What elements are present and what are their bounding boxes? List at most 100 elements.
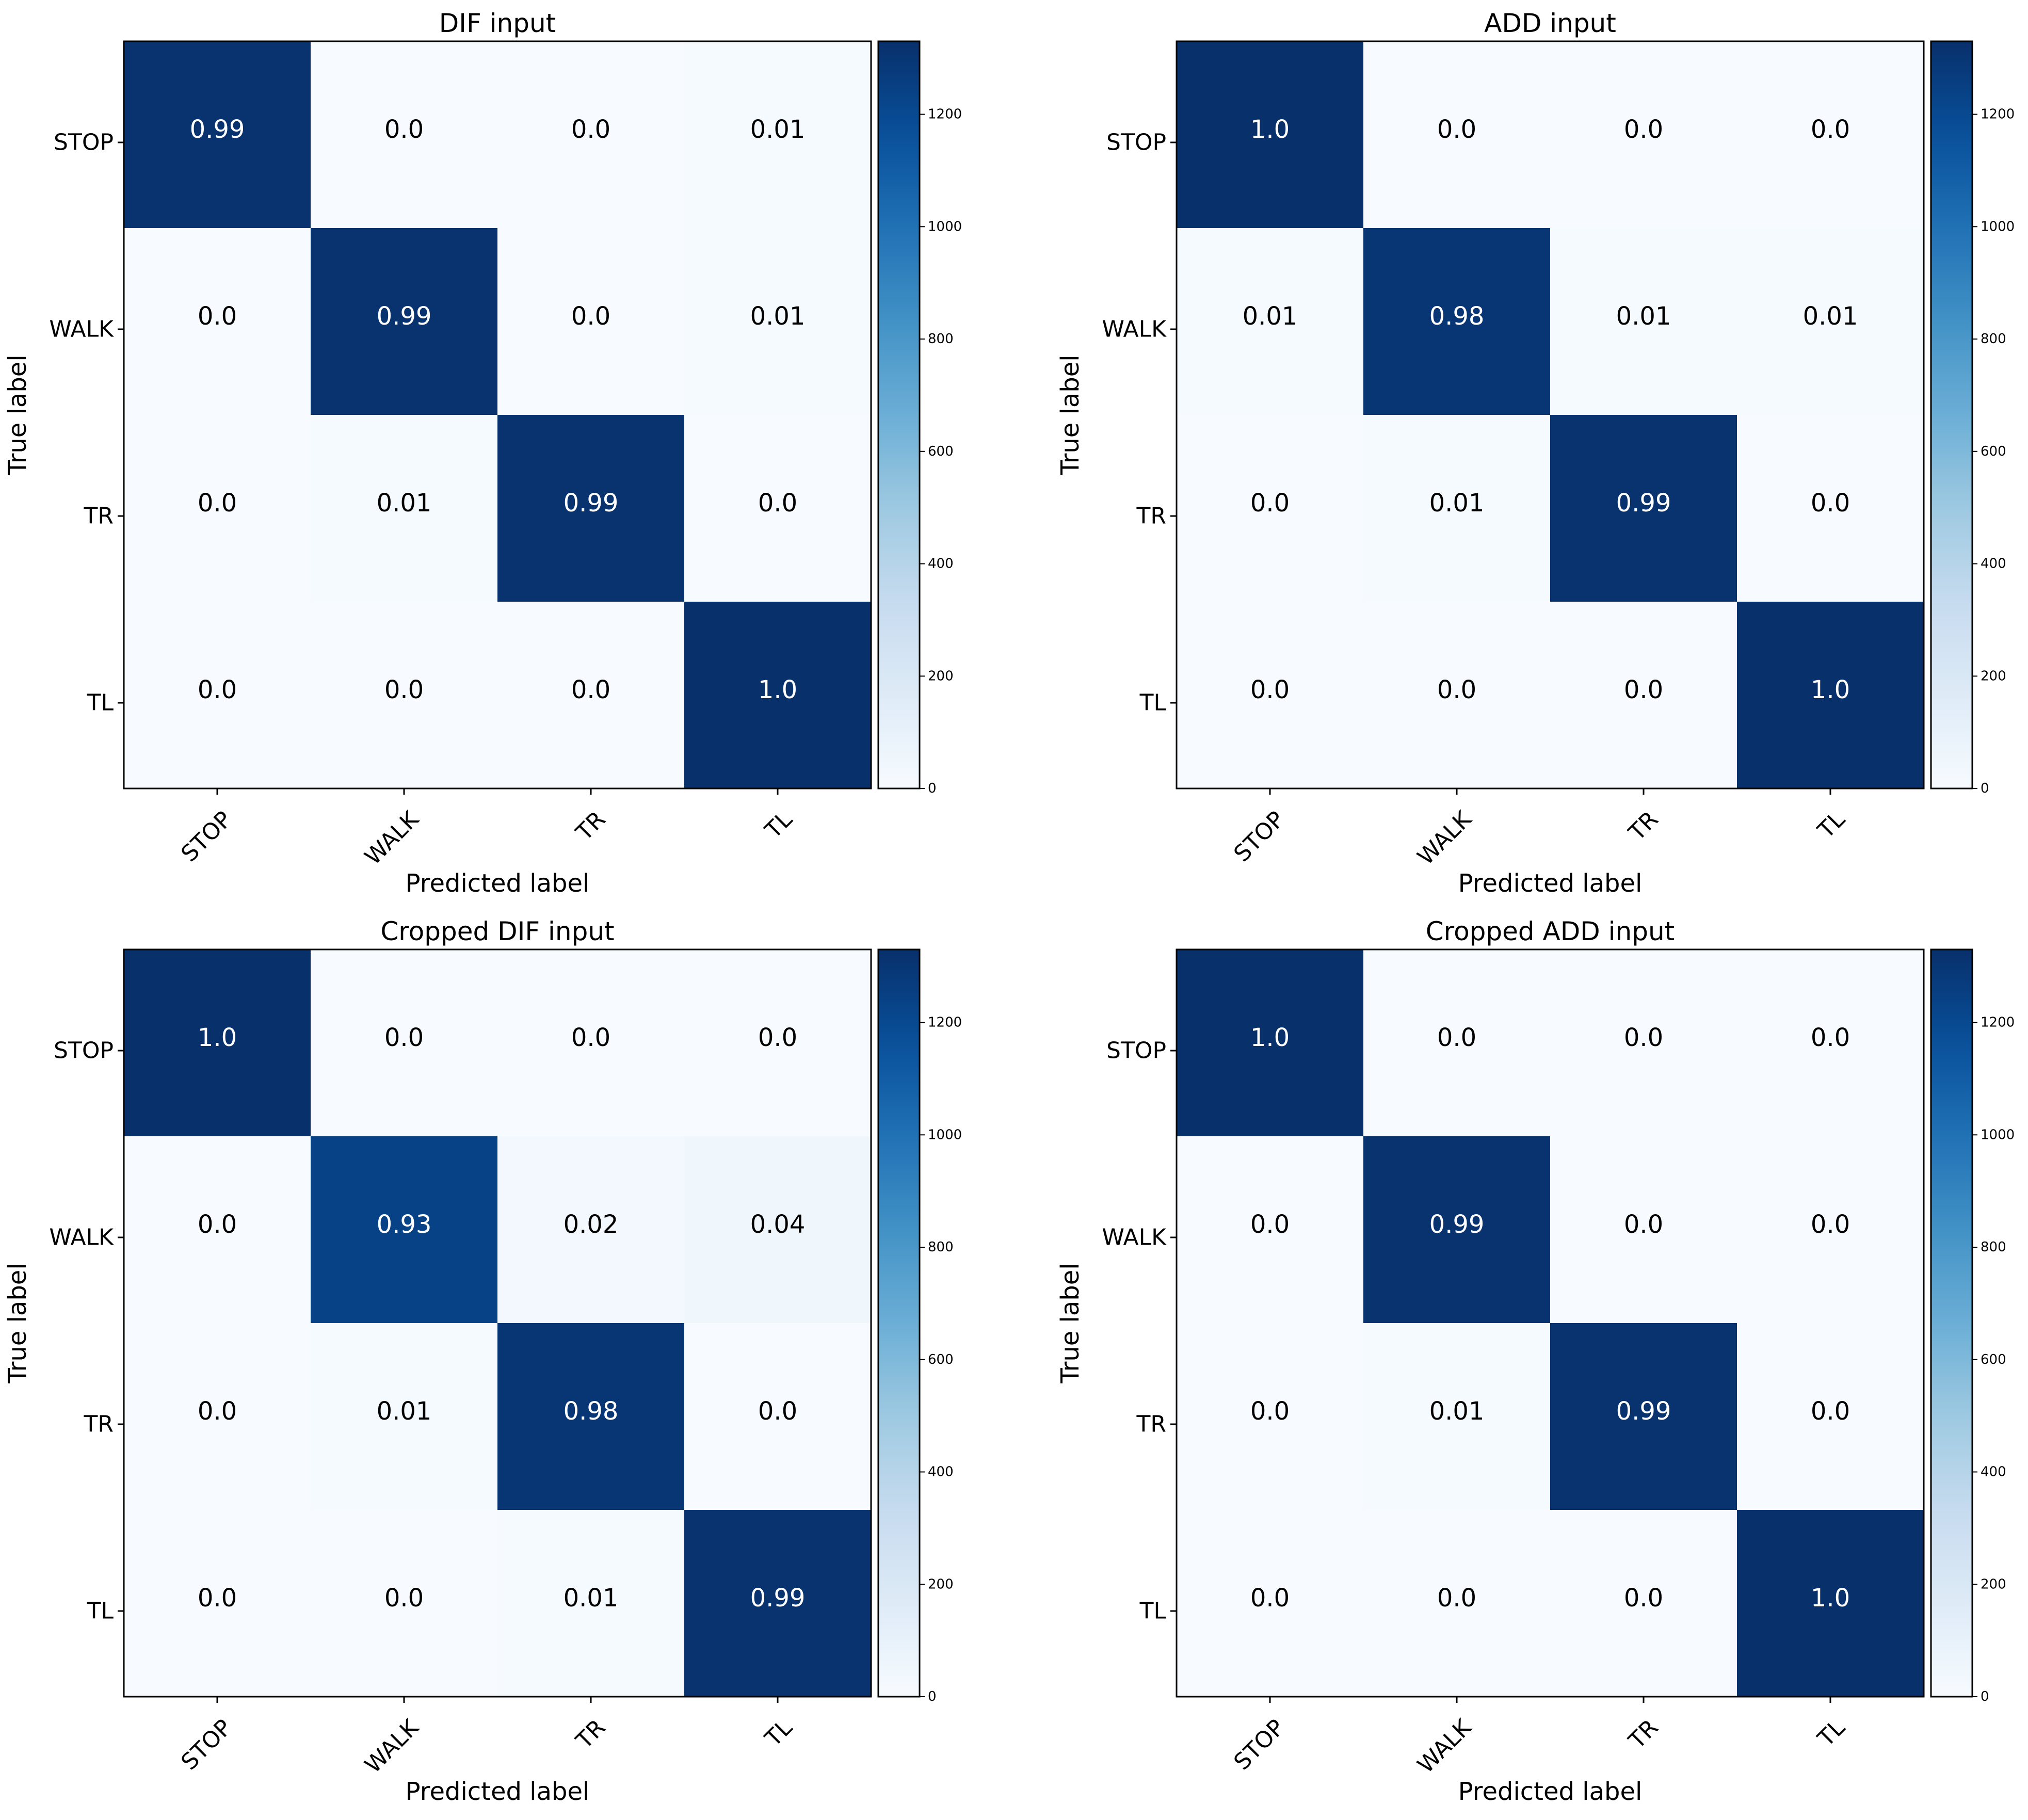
heatmap-cell [497, 228, 684, 415]
heatmap-cell [1737, 228, 1924, 415]
cell-value-label: 0.99 [377, 302, 432, 331]
cell-value-label: 0.01 [1243, 302, 1298, 331]
heatmap-cell [124, 949, 311, 1136]
heatmap-cell [684, 41, 871, 228]
colorbar-tick-label: 1200 [928, 1015, 962, 1030]
cell-value-label: 0.99 [1616, 1397, 1671, 1426]
cell-value-label: 0.0 [384, 675, 424, 704]
x-tick-label: TL [760, 806, 797, 844]
colorbar-frame [877, 40, 921, 790]
x-tick-label: STOP [176, 806, 237, 867]
colorbar-tick-label: 800 [928, 331, 954, 347]
x-tick-label: TR [571, 806, 610, 846]
heatmap-cell [497, 1323, 684, 1510]
x-tick-label: WALK [360, 1714, 424, 1779]
x-tick-label: TL [1812, 806, 1850, 844]
cell-value-label: 0.0 [1624, 1023, 1663, 1052]
heatmap-cell [684, 1136, 871, 1323]
heatmap-cell [1177, 1136, 1363, 1323]
cell-value-label: 0.0 [1250, 1584, 1290, 1613]
x-tick-label: WALK [360, 806, 424, 871]
y-tick-label: TR [1136, 1411, 1166, 1438]
colorbar-tick-label: 600 [928, 1352, 954, 1367]
x-tick-label: STOP [1229, 806, 1290, 867]
colorbar [878, 41, 920, 788]
colorbar-tick-label: 800 [1981, 331, 2006, 347]
heatmap-cell [1737, 949, 1924, 1136]
cell-value-label: 0.0 [1250, 1397, 1290, 1426]
heatmap-cell [1177, 1323, 1363, 1510]
cell-value-label: 0.0 [1250, 489, 1290, 518]
heatmap-cell [1737, 602, 1924, 788]
colorbar-tick-label: 1200 [1981, 1015, 2015, 1030]
heatmap-cell [1550, 1323, 1737, 1510]
heatmap-cell [124, 415, 311, 602]
chart-title: ADD input [1484, 8, 1616, 38]
cell-value-label: 0.0 [1250, 1210, 1290, 1239]
colorbar-tick-label: 600 [1981, 1352, 2006, 1367]
x-tick-label: TR [1623, 806, 1663, 846]
plot-frame [123, 948, 872, 1698]
y-tick-label: WALK [49, 316, 114, 343]
heatmap-cell [124, 1510, 311, 1697]
colorbar-tick-label: 200 [928, 668, 954, 684]
colorbar-frame [1930, 948, 1973, 1698]
cell-value-label: 0.0 [1811, 1397, 1850, 1426]
cell-value-label: 1.0 [1811, 1584, 1850, 1613]
cell-value-label: 0.99 [750, 1584, 806, 1613]
y-axis-label: True label [3, 1263, 32, 1383]
plot-frame [1176, 40, 1925, 790]
y-axis-label: True label [1056, 355, 1085, 475]
cell-value-label: 0.0 [1437, 1023, 1476, 1052]
heatmap-cell [1177, 415, 1363, 602]
cell-value-label: 0.0 [571, 675, 610, 704]
cell-value-label: 0.0 [1624, 115, 1663, 144]
heatmap-cell [1363, 602, 1550, 788]
heatmap-cell [497, 415, 684, 602]
cell-value-label: 0.01 [377, 1397, 432, 1426]
cell-value-label: 1.0 [198, 1023, 237, 1052]
x-tick-label: TL [1812, 1714, 1850, 1752]
heatmap-cell [1550, 228, 1737, 415]
chart-title: Cropped DIF input [380, 916, 614, 946]
x-tick-label: WALK [1412, 806, 1477, 871]
colorbar-tick-label: 1000 [928, 1127, 962, 1142]
y-tick-label: TR [1136, 503, 1166, 529]
confusion-matrix-panel-2: ADD input 1.0 0.0 0.0 0.0 0.01 0.98 0.01 0.01 0.0… [1056, 8, 2015, 898]
cell-value-label: 0.99 [1616, 489, 1671, 518]
cell-value-label: 0.0 [758, 1397, 797, 1426]
heatmap-cell [684, 1510, 871, 1697]
y-axis-label: True label [3, 355, 32, 475]
heatmap-cell [311, 1510, 497, 1697]
y-tick-label: TR [84, 503, 114, 529]
colorbar-tick-label: 600 [928, 444, 954, 459]
heatmap-cell [1550, 602, 1737, 788]
chart-title: DIF input [439, 8, 556, 38]
heatmap-cell [124, 602, 311, 788]
colorbar [1931, 41, 1972, 788]
cell-value-label: 0.0 [384, 1584, 424, 1613]
y-tick-label: TR [84, 1411, 114, 1438]
cell-value-label: 0.0 [198, 675, 237, 704]
plot-frame [123, 40, 872, 790]
heatmap-cell [1737, 1323, 1924, 1510]
colorbar-tick-label: 600 [1981, 444, 2006, 459]
cell-value-label: 0.0 [571, 115, 610, 144]
colorbar-tick-label: 0 [928, 1689, 937, 1704]
colorbar [1931, 949, 1972, 1697]
cell-value-label: 0.0 [758, 1023, 797, 1052]
cell-value-label: 1.0 [1250, 1023, 1290, 1052]
heatmap-cell [1737, 1136, 1924, 1323]
heatmap-cell [1550, 1136, 1737, 1323]
heatmap-cell [311, 228, 497, 415]
heatmap-cell [497, 949, 684, 1136]
cell-value-label: 0.02 [564, 1210, 619, 1239]
colorbar-tick-label: 0 [928, 781, 937, 796]
colorbar-tick-label: 0 [1981, 781, 1989, 796]
x-tick-label: WALK [1412, 1714, 1477, 1779]
colorbar-tick-label: 800 [928, 1239, 954, 1255]
heatmap-cell [684, 1323, 871, 1510]
x-tick-label: TL [760, 1714, 797, 1752]
heatmap-cell [497, 1510, 684, 1697]
heatmap-cell [497, 41, 684, 228]
